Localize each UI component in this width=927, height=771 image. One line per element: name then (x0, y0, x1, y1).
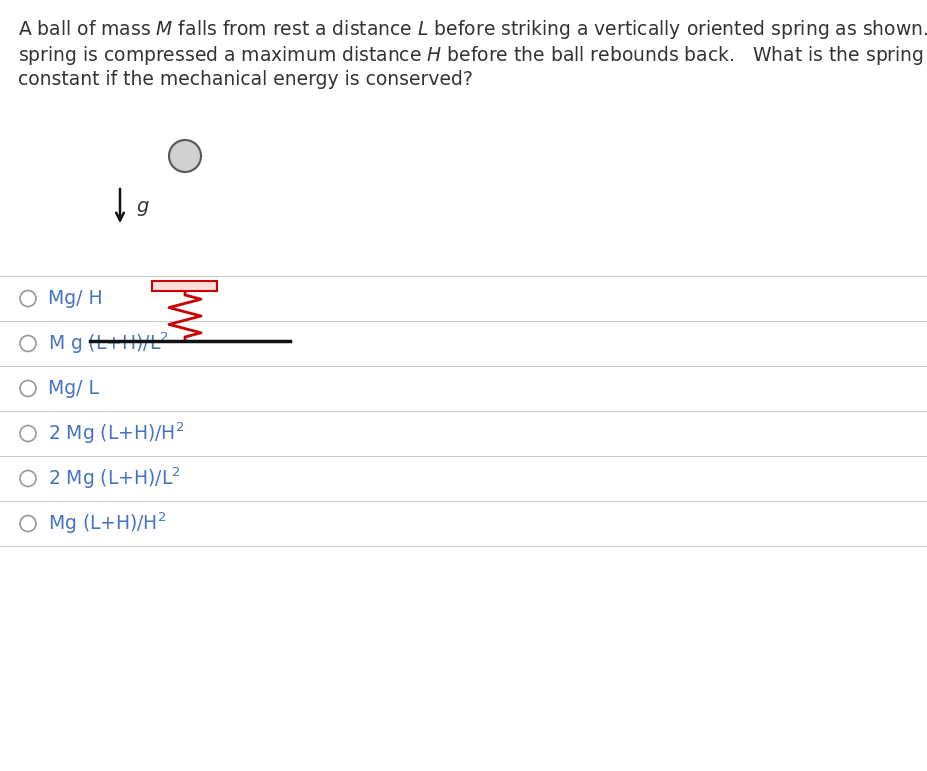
Circle shape (20, 335, 36, 352)
Circle shape (20, 381, 36, 396)
Text: $g$: $g$ (136, 198, 149, 217)
Text: constant if the mechanical energy is conserved?: constant if the mechanical energy is con… (18, 70, 473, 89)
Text: 2 Mg (L+H)/H$^2$: 2 Mg (L+H)/H$^2$ (48, 421, 184, 446)
Circle shape (169, 140, 201, 172)
Text: A ball of mass $M$ falls from rest a distance $L$ before striking a vertically o: A ball of mass $M$ falls from rest a dis… (18, 18, 927, 41)
Text: spring is compressed a maximum distance $H$ before the ball rebounds back.   Wha: spring is compressed a maximum distance … (18, 44, 924, 67)
Text: M g (L+H)/L$^2$: M g (L+H)/L$^2$ (48, 331, 169, 356)
Circle shape (20, 516, 36, 531)
Circle shape (20, 291, 36, 307)
Text: Mg/ H: Mg/ H (48, 289, 103, 308)
Bar (153, 281, 218, 291)
Text: 2 Mg (L+H)/L$^2$: 2 Mg (L+H)/L$^2$ (48, 466, 181, 491)
Circle shape (20, 426, 36, 442)
Text: Mg (L+H)/H$^2$: Mg (L+H)/H$^2$ (48, 510, 166, 537)
Circle shape (20, 470, 36, 487)
Text: Mg/ L: Mg/ L (48, 379, 99, 398)
